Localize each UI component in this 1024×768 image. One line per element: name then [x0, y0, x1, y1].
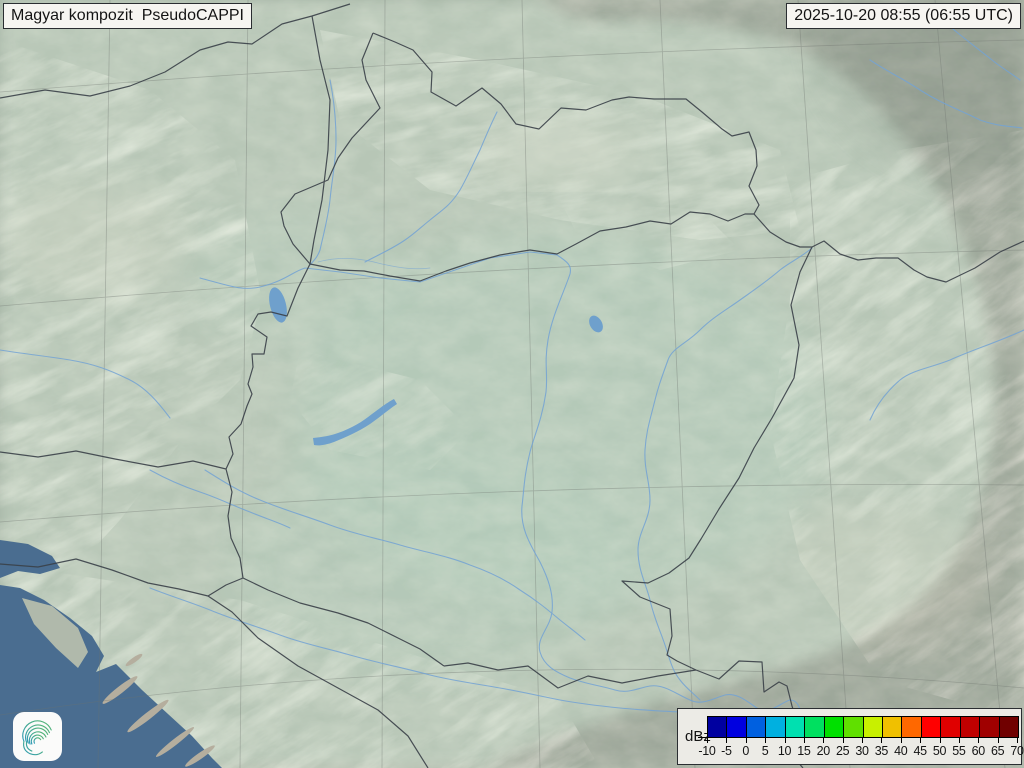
river-braided: [317, 257, 431, 270]
legend-tick: [862, 737, 863, 743]
legend-tick: [958, 737, 960, 743]
legend-tick: [900, 737, 902, 743]
spiral-swirl-icon: [21, 719, 52, 755]
border-slo-hr: [0, 558, 244, 597]
legend-tick-label: 20: [816, 744, 831, 758]
legend-tick: [765, 737, 767, 743]
legend-tick-label: -10: [698, 744, 716, 758]
river-ne-1: [869, 59, 1023, 129]
legend-tick: [823, 737, 825, 743]
legend-cell: [823, 716, 845, 738]
legend-tick-label: 0: [742, 744, 750, 758]
legend-cell: [881, 716, 903, 738]
legend-tick: [726, 737, 728, 743]
legend-tick-label: 25: [835, 744, 850, 758]
river-alpine: [0, 349, 171, 419]
river-mures: [869, 329, 1024, 421]
legend-cell: [765, 716, 786, 738]
legend-tick-label: 55: [952, 744, 966, 758]
legend-cell: [726, 716, 747, 738]
legend-tick-label: 15: [797, 744, 811, 758]
lakes-layer: [269, 287, 603, 446]
legend-tick: [978, 737, 980, 743]
border-sk-hu: [309, 211, 754, 282]
border-hr-bih: [207, 595, 429, 768]
product-title: Magyar kompozit PseudoCAPPI: [3, 3, 252, 29]
legend-tick-label: 45: [913, 744, 927, 758]
legend-color-scale: [707, 716, 1019, 738]
lake-tisza: [589, 315, 603, 333]
legend-tick: [803, 737, 805, 743]
legend-tick: [997, 737, 999, 743]
hungaromet-logo: [13, 712, 62, 761]
legend-tick: [1017, 737, 1018, 743]
river-sava: [149, 587, 681, 713]
river-ne-2: [939, 17, 1021, 81]
legend-cell: [901, 716, 922, 738]
radar-coverage-area: [0, 0, 995, 768]
legend-cell: [959, 716, 981, 738]
legend-tick-label: 35: [874, 744, 889, 758]
river-drava: [204, 469, 586, 641]
legend-tick: [784, 737, 786, 743]
legend-cell: [707, 716, 728, 738]
legend-tick-label: 30: [855, 744, 869, 758]
border-hu-hr: [225, 468, 445, 667]
legend-tick-label: 60: [971, 744, 986, 758]
border-ua-ro: [753, 213, 1024, 283]
legend-cell: [998, 716, 1019, 738]
croatian-islands: [102, 653, 215, 767]
river-tisza: [637, 247, 813, 701]
border-at-slo: [0, 450, 227, 470]
legend-tick-label: 50: [932, 744, 947, 758]
legend-cell: [862, 716, 883, 738]
river-mura: [149, 469, 291, 529]
istria-peninsula: [22, 598, 88, 668]
legend-cell: [745, 716, 767, 738]
dbz-unit-label: dBz: [685, 728, 711, 745]
border-hu-srb: [443, 662, 697, 689]
border-hu-ro: [621, 246, 813, 671]
border-cz-at: [309, 15, 331, 265]
legend-tick: [920, 737, 922, 743]
dbz-legend: dBz -10 -5 0 5 10 15 20 25 30 35 40 45 50 55 60 65 70: [677, 708, 1024, 765]
legend-tick: [745, 737, 747, 743]
corner-shade: [810, 0, 1024, 190]
legend-tick-label: 65: [990, 744, 1005, 758]
lake-balaton: [313, 399, 397, 446]
legend-tick: [707, 737, 708, 743]
legend-tick: [881, 737, 883, 743]
legend-cell: [920, 716, 942, 738]
border-at-hu: [225, 263, 311, 470]
border-cz-pl: [0, 3, 351, 99]
border-pl-sk: [372, 32, 760, 215]
lake-neusiedl: [269, 287, 287, 323]
legend-cell: [940, 716, 961, 738]
legend-tick-label: 5: [761, 744, 769, 758]
legend-tick-label: 70: [1010, 744, 1024, 758]
legend-cell: [843, 716, 864, 738]
legend-tick: [842, 737, 844, 743]
legend-tick-label: -5: [721, 744, 732, 758]
river-danube: [199, 251, 802, 763]
legend-axis-line: [698, 737, 1018, 738]
river-vah: [364, 111, 498, 263]
legend-tick-label: 40: [894, 744, 908, 758]
timestamp-label: 2025-10-20 08:55 (06:55 UTC): [786, 3, 1021, 29]
legend-tick-label: 10: [777, 744, 792, 758]
legend-tick: [939, 737, 941, 743]
legend-cell: [979, 716, 1000, 738]
border-cz-sk: [280, 32, 381, 265]
legend-cell: [784, 716, 806, 738]
river-morava: [309, 79, 337, 266]
rivers-layer: [0, 17, 1024, 763]
legend-cell: [804, 716, 825, 738]
